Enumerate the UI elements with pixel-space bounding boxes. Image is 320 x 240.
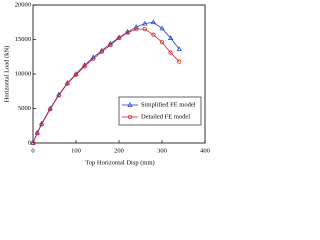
data-point <box>30 140 36 146</box>
data-point <box>39 122 44 127</box>
chart: Top Horizontal Disp (mm) Horizontal Load… <box>3 1 210 166</box>
legend-label: Detailed FE model <box>141 113 190 120</box>
y-tick-label: 15000 <box>15 36 31 43</box>
data-point <box>99 49 104 54</box>
data-point <box>133 24 139 29</box>
data-point <box>56 93 61 98</box>
data-point <box>151 32 156 37</box>
series-line <box>32 28 180 144</box>
y-tick-label: 5000 <box>18 105 31 112</box>
x-tick-label: 300 <box>157 147 167 154</box>
data-point <box>159 25 165 31</box>
data-point <box>125 30 130 35</box>
data-point <box>116 36 122 41</box>
data-point <box>168 35 174 40</box>
x-tick-label: 200 <box>114 147 124 154</box>
data-point <box>91 56 96 61</box>
legend-marker <box>127 102 133 107</box>
legend-marker <box>127 114 133 120</box>
legend-label: Simplified FE model <box>141 101 196 108</box>
data-point <box>73 72 79 77</box>
data-point <box>142 27 147 32</box>
data-point <box>142 20 148 26</box>
data-point <box>159 40 165 45</box>
y-tick-label: 0 <box>28 139 31 146</box>
x-tick-label: 0 <box>31 147 34 154</box>
data-point <box>108 42 113 48</box>
y-tick-label: 20000 <box>15 1 31 8</box>
x-tick-label: 400 <box>200 147 210 154</box>
data-point <box>82 64 87 69</box>
legend-box <box>118 96 202 126</box>
data-point <box>150 19 156 25</box>
data-point <box>176 46 182 52</box>
data-point <box>134 27 139 32</box>
y-tick-label: 10000 <box>15 70 31 77</box>
data-point <box>65 81 70 86</box>
data-point <box>35 131 40 136</box>
x-axis-label: Top Horizontal Disp (mm) <box>85 159 154 166</box>
y-axis-label: Horizontal Load (kN) <box>3 46 10 103</box>
data-point <box>168 50 173 55</box>
data-point <box>177 59 182 64</box>
x-tick-label: 100 <box>71 147 81 154</box>
data-point <box>48 107 53 112</box>
